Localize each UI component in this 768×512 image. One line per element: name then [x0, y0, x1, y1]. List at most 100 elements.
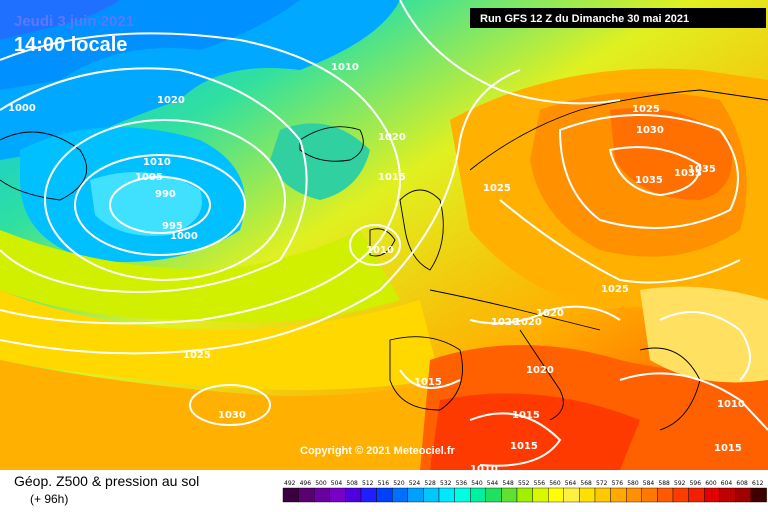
isobar-label: 1015: [510, 441, 538, 452]
forecast-lead: (+ 96h): [30, 492, 68, 506]
isobar-label: 1010: [143, 157, 171, 168]
isobar-label: 1020: [378, 132, 406, 143]
isobar-labels: 1010 1020 1000 1010 1005 990 995 1000 10…: [8, 62, 745, 475]
isobar-label: 1020: [157, 95, 185, 106]
legend-swatch: [407, 487, 424, 503]
legend-tick-label: 532: [440, 480, 452, 487]
legend-swatch: [376, 487, 393, 503]
legend-tick-label: 552: [518, 480, 530, 487]
legend-swatch: [392, 487, 409, 503]
legend-swatch: [423, 487, 440, 503]
copyright: Copyright © 2021 Meteociel.fr: [300, 445, 456, 457]
legend-tick-label: 588: [658, 480, 670, 487]
legend-tick-label: 492: [284, 480, 296, 487]
legend-tick-label: 540: [471, 480, 483, 487]
legend-swatch: [501, 487, 518, 503]
legend-tick-label: 520: [393, 480, 405, 487]
isobar-label: 1015: [512, 410, 540, 421]
isobar-label: 1000: [8, 103, 36, 114]
legend-swatch: [610, 487, 627, 503]
run-banner: [470, 8, 766, 28]
legend-swatch: [641, 487, 658, 503]
legend-swatch: [532, 487, 549, 503]
legend-tick-label: 568: [580, 480, 592, 487]
isobar-label: 1020: [491, 317, 519, 328]
isobar-label: 1035: [635, 175, 663, 186]
legend-tick-label: 496: [300, 480, 312, 487]
legend-swatch: [470, 487, 487, 503]
legend-tick-label: 592: [674, 480, 686, 487]
isobar-label: 1035: [688, 164, 716, 175]
isobar-label: 1025: [483, 183, 511, 194]
isobar-label: 1025: [183, 350, 211, 361]
isobar-label: 1005: [135, 172, 163, 183]
isobar-label: 1015: [714, 443, 742, 454]
legend-tick-label: 524: [409, 480, 421, 487]
legend-tick-label: 556: [534, 480, 546, 487]
legend-tick-label: 516: [378, 480, 390, 487]
legend-swatch: [516, 487, 533, 503]
isobars: [0, 0, 768, 466]
legend-swatch: [735, 487, 752, 503]
run-info: Run GFS 12 Z du Dimanche 30 mai 2021: [480, 13, 689, 25]
legend-swatch: [719, 487, 736, 503]
isobar-label: 1020: [514, 317, 542, 328]
legend-swatch: [360, 487, 377, 503]
legend-tick-label: 512: [362, 480, 374, 487]
legend-swatch: [563, 487, 580, 503]
legend-tick-label: 596: [690, 480, 702, 487]
isobar-label: 1025: [601, 284, 629, 295]
legend-swatch: [345, 487, 362, 503]
legend-swatch: [657, 487, 674, 503]
legend-tick-label: 572: [596, 480, 608, 487]
isobar-label: 1000: [170, 231, 198, 242]
isobar-label: 995: [162, 221, 183, 232]
legend-tick-label: 564: [565, 480, 577, 487]
isobar-label: 1030: [218, 410, 246, 421]
legend-tick-label: 600: [705, 480, 717, 487]
isobar-label: 1010: [470, 464, 498, 475]
isobar-label: 1020: [536, 308, 564, 319]
legend-tick-label: 608: [736, 480, 748, 487]
legend-swatch: [579, 487, 596, 503]
legend-swatch: [672, 487, 689, 503]
isobar-label: 990: [155, 189, 176, 200]
legend-tick-label: 560: [549, 480, 561, 487]
legend-tick-label: 612: [752, 480, 764, 487]
legend-swatch: [548, 487, 565, 503]
legend-tick-label: 536: [456, 480, 468, 487]
isobar-label: 1025: [632, 104, 660, 115]
legend-tick-label: 504: [331, 480, 343, 487]
coastlines: [0, 89, 768, 431]
z500-bands: [0, 0, 768, 470]
isobar-label: 1035: [674, 168, 702, 179]
legend-swatch: [704, 487, 721, 503]
legend-tick-label: 584: [643, 480, 655, 487]
forecast-date: Jeudi 3 juin 2021: [14, 13, 134, 30]
legend-swatch: [298, 487, 315, 503]
isobar-label: 1010: [331, 62, 359, 73]
forecast-time: 14:00 locale: [14, 34, 127, 56]
legend-tick-label: 604: [721, 480, 733, 487]
legend-swatch: [438, 487, 455, 503]
legend-swatch: [282, 487, 299, 503]
isobar-label: 1020: [526, 365, 554, 376]
legend-tick-label: 508: [346, 480, 358, 487]
legend-swatch: [485, 487, 502, 503]
legend-tick-label: 576: [612, 480, 624, 487]
legend-swatch: [329, 487, 346, 503]
map-title: Géop. Z500 & pression au sol: [14, 473, 199, 489]
legend-tick-label: 580: [627, 480, 639, 487]
legend-tick-label: 548: [502, 480, 514, 487]
isobar-label: 1010: [366, 245, 394, 256]
legend-swatch: [626, 487, 643, 503]
legend-tick-label: 544: [487, 480, 499, 487]
color-legend: 492 496 500 504 508 512 516 520 524 528 532 536 540 5…: [282, 480, 767, 503]
isobar-label: 1010: [717, 399, 745, 410]
isobar-label: 1015: [414, 377, 442, 388]
legend-tick-label: 500: [315, 480, 327, 487]
isobar-label: 1030: [636, 125, 664, 136]
isobar-label: 1015: [378, 172, 406, 183]
